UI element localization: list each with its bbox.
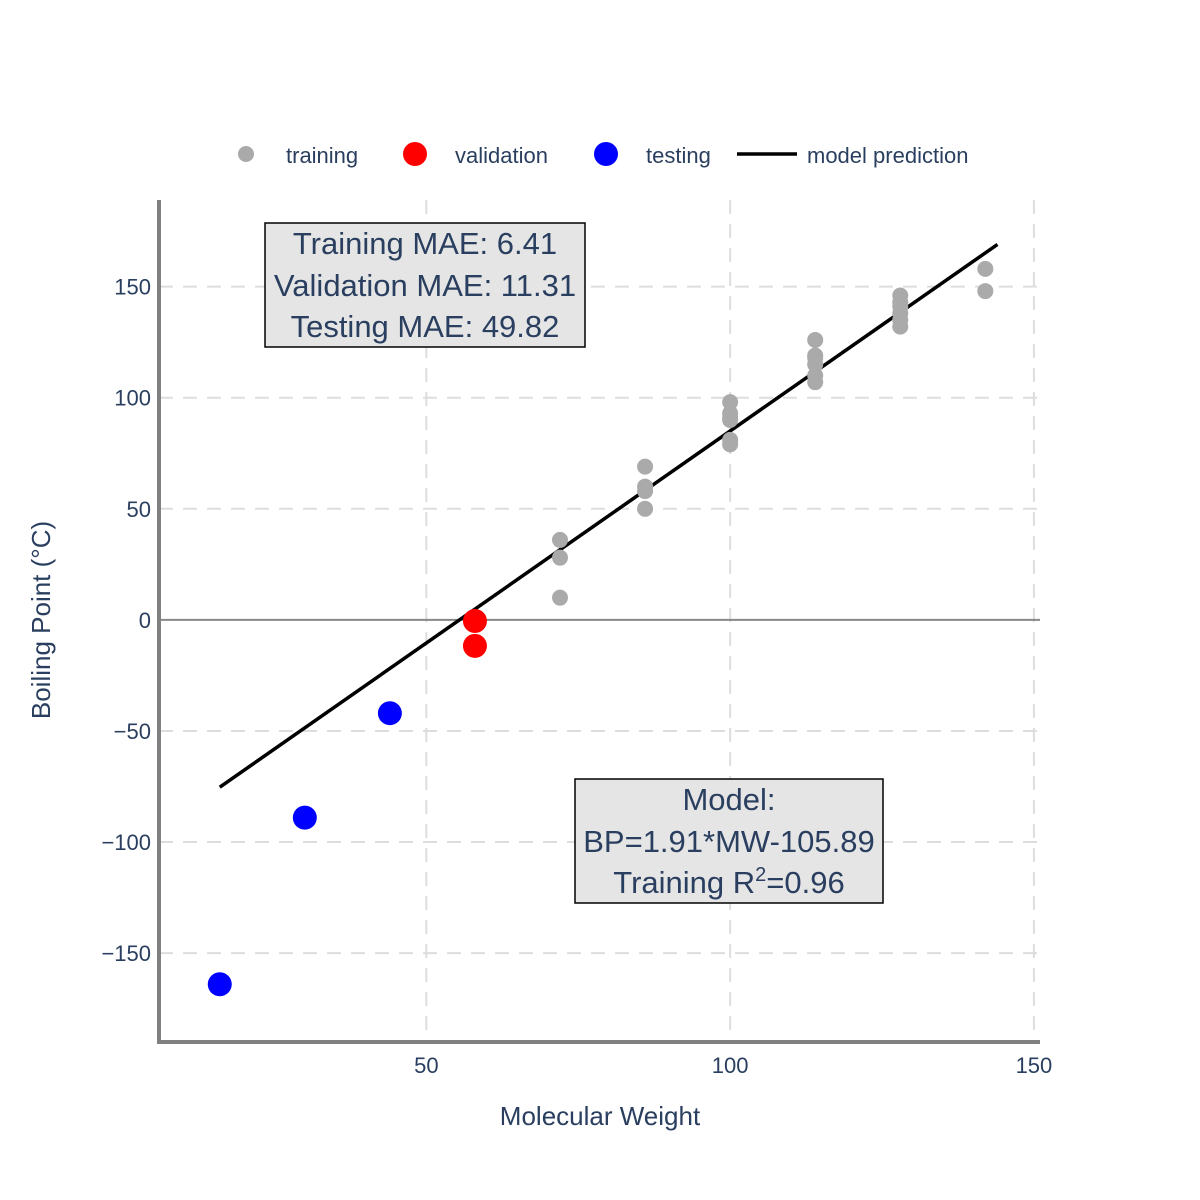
tick-labels: 50 100 150 −150 −100 −50 0 50 100 150: [101, 275, 1052, 1078]
y-tick-label: 50: [127, 497, 151, 522]
training-point: [722, 411, 739, 428]
training-point: [807, 374, 824, 391]
y-tick-label: 100: [114, 386, 151, 411]
y-tick-label: 150: [114, 275, 151, 300]
training-point: [977, 283, 994, 300]
model-annotation-superscript: 2: [755, 864, 766, 886]
x-tick-label: 100: [712, 1053, 749, 1078]
mae-annotation: Training MAE: 6.41 Validation MAE: 11.31…: [264, 222, 586, 348]
mae-annotation-line-2: Validation MAE: 11.31: [274, 268, 576, 303]
legend-label-training: training: [286, 143, 358, 168]
model-annotation-line-1: Model:: [682, 782, 775, 817]
x-axis-title: Molecular Weight: [500, 1101, 701, 1131]
legend-label-testing: testing: [646, 143, 711, 168]
model-annotation-box: [574, 778, 884, 904]
training-point: [552, 531, 569, 548]
mae-annotation-line-3: Testing MAE: 49.82: [291, 309, 560, 344]
training-point: [722, 436, 739, 453]
legend: training validation testing model predic…: [238, 142, 968, 168]
model-annotation-line-3: Training R2=0.96: [613, 864, 844, 900]
legend-marker-training: [238, 146, 254, 162]
y-tick-label: −50: [114, 719, 151, 744]
testing-point: [207, 972, 232, 997]
validation-point: [462, 633, 487, 658]
testing-point: [292, 805, 317, 830]
model-prediction-line: [218, 242, 999, 789]
model-annotation-r-value: =0.96: [766, 865, 844, 900]
training-point: [807, 331, 824, 348]
legend-marker-testing: [594, 142, 618, 166]
axes: [157, 200, 1040, 1044]
model-prediction-line: [218, 242, 999, 789]
training-point: [637, 458, 654, 475]
y-tick-label: −100: [101, 830, 151, 855]
x-tick-label: 50: [414, 1053, 438, 1078]
model-annotation-line-2: BP=1.91*MW-105.89: [583, 824, 875, 859]
training-point: [892, 318, 909, 335]
training-point: [637, 483, 654, 500]
x-tick-label: 150: [1016, 1053, 1053, 1078]
legend-label-model-prediction: model prediction: [807, 143, 968, 168]
training-point: [722, 394, 739, 411]
legend-marker-validation: [403, 142, 427, 166]
mae-annotation-box: [264, 222, 586, 348]
validation-point: [462, 609, 487, 633]
training-point: [552, 549, 569, 566]
testing-point: [377, 701, 402, 726]
mae-annotation-line-1: Training MAE: 6.41: [293, 226, 557, 261]
y-axis-title: Boiling Point (°C): [26, 521, 56, 719]
training-point: [552, 589, 569, 606]
training-point: [637, 500, 654, 517]
data-points: [207, 260, 994, 997]
model-annotation-r-label: Training R: [613, 865, 755, 900]
training-point: [977, 260, 994, 277]
legend-label-validation: validation: [455, 143, 548, 168]
y-tick-label: −150: [101, 941, 151, 966]
model-annotation: Model: BP=1.91*MW-105.89 Training R2=0.9…: [574, 778, 884, 904]
y-tick-label: 0: [139, 608, 151, 633]
training-point: [807, 356, 824, 373]
